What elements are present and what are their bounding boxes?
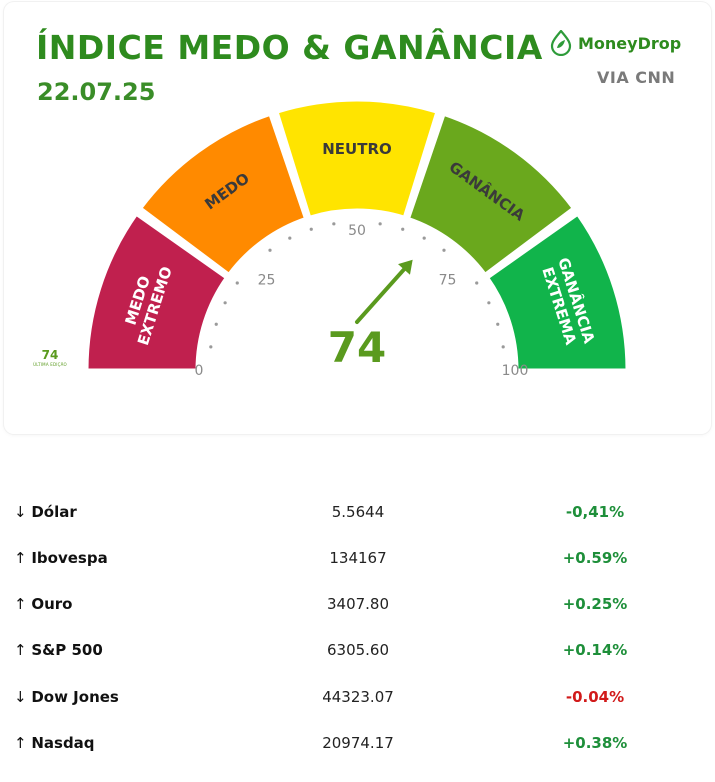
market-name-label: S&P 500 bbox=[31, 641, 103, 659]
last-edition: 74 ÚLTIMA EDIÇÃO bbox=[30, 348, 70, 367]
last-edition-value: 74 bbox=[41, 348, 59, 362]
segment-fear bbox=[139, 112, 307, 276]
arrow-up-icon: ↑ bbox=[14, 549, 32, 567]
market-name-label: Dow Jones bbox=[31, 688, 119, 706]
segment-extreme-greed bbox=[486, 212, 629, 372]
gauge-value: 74 bbox=[328, 323, 386, 372]
scale-dot bbox=[209, 345, 213, 349]
market-name: ↑ S&P 500 bbox=[14, 641, 103, 659]
scale-dot bbox=[401, 227, 405, 231]
drop-leaf-icon bbox=[550, 30, 572, 56]
market-change: +0.38% bbox=[562, 734, 628, 752]
scale-dot bbox=[501, 345, 505, 349]
scale-dot bbox=[487, 301, 491, 305]
market-value: 20974.17 bbox=[322, 734, 394, 752]
arrow-up-icon: ↑ bbox=[14, 595, 32, 613]
segment-label: NEUTRO bbox=[322, 140, 392, 158]
scale-dot bbox=[496, 322, 500, 326]
market-change: +0.59% bbox=[562, 549, 628, 567]
market-name-label: Ouro bbox=[31, 595, 73, 613]
market-name: ↓ Dólar bbox=[14, 503, 77, 521]
scale-tick-label: 50 bbox=[348, 223, 366, 239]
pointer-arrow-head bbox=[398, 259, 413, 275]
scale-dot bbox=[235, 281, 239, 285]
market-name-label: Dólar bbox=[31, 503, 77, 521]
edition-date: 22.07.25 bbox=[37, 78, 156, 106]
arrow-up-icon: ↑ bbox=[14, 641, 32, 659]
market-change: +0.14% bbox=[562, 641, 628, 659]
scale-dot bbox=[442, 248, 446, 252]
market-change: -0,41% bbox=[565, 503, 625, 521]
market-value: 5.5644 bbox=[331, 503, 385, 521]
market-row: ↑ Ibovespa 134167 +0.59% bbox=[0, 549, 715, 575]
market-value: 44323.07 bbox=[322, 688, 394, 706]
market-value: 134167 bbox=[329, 549, 387, 567]
arrow-down-icon: ↓ bbox=[14, 688, 32, 706]
scale-dot bbox=[223, 301, 227, 305]
market-change: +0.25% bbox=[562, 595, 628, 613]
market-name: ↓ Dow Jones bbox=[14, 688, 119, 706]
market-name-label: Ibovespa bbox=[31, 549, 108, 567]
scale-dot bbox=[288, 236, 292, 240]
last-edition-label: ÚLTIMA EDIÇÃO bbox=[33, 362, 67, 367]
brand-source: VIA CNN bbox=[597, 68, 676, 87]
market-row: ↑ Ouro 3407.80 +0.25% bbox=[0, 595, 715, 621]
market-row: ↑ S&P 500 6305.60 +0.14% bbox=[0, 641, 715, 667]
arrow-down-icon: ↓ bbox=[14, 503, 32, 521]
market-name: ↑ Nasdaq bbox=[14, 734, 95, 752]
arrow-up-icon: ↑ bbox=[14, 734, 32, 752]
segment-greed bbox=[407, 112, 575, 276]
scale-tick-label: 0 bbox=[195, 363, 204, 379]
market-row: ↓ Dólar 5.5644 -0,41% bbox=[0, 503, 715, 529]
brand-logo: MoneyDrop bbox=[550, 30, 681, 56]
market-row: ↑ Nasdaq 20974.17 +0.38% bbox=[0, 734, 715, 760]
market-name: ↑ Ouro bbox=[14, 595, 72, 613]
market-value: 3407.80 bbox=[326, 595, 390, 613]
scale-dot bbox=[378, 222, 382, 226]
segment-extreme-fear bbox=[85, 212, 228, 372]
scale-dot bbox=[214, 322, 218, 326]
segment-neutral bbox=[275, 98, 439, 219]
page-title: ÍNDICE MEDO & GANÂNCIA bbox=[36, 28, 543, 67]
scale-dot bbox=[268, 248, 272, 252]
market-change: -0.04% bbox=[565, 688, 625, 706]
brand-name: MoneyDrop bbox=[578, 33, 682, 53]
scale-dot bbox=[475, 281, 479, 285]
fear-greed-gauge: MEDOEXTREMOMEDONEUTROGANÂNCIAGANÂNCIAEXT… bbox=[85, 98, 629, 379]
market-value: 6305.60 bbox=[326, 641, 390, 659]
market-row: ↓ Dow Jones 44323.07 -0.04% bbox=[0, 688, 715, 714]
scale-dot bbox=[332, 222, 336, 226]
scale-tick-label: 100 bbox=[502, 363, 529, 379]
scale-dot bbox=[309, 227, 313, 231]
pointer-arrow-shaft bbox=[355, 262, 411, 324]
market-name: ↑ Ibovespa bbox=[14, 549, 108, 567]
scale-tick-label: 75 bbox=[439, 272, 457, 288]
scale-dot bbox=[422, 236, 426, 240]
market-name-label: Nasdaq bbox=[31, 734, 95, 752]
scale-tick-label: 25 bbox=[258, 272, 276, 288]
